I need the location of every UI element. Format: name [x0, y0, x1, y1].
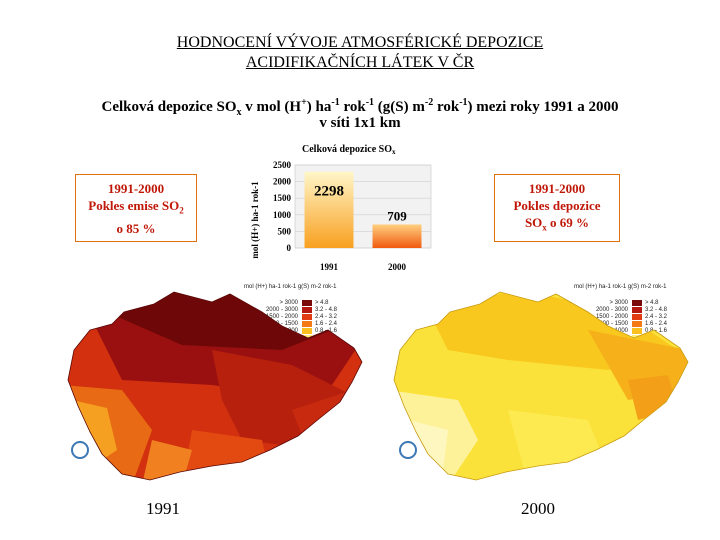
legend-swatch [302, 314, 312, 320]
legend-row: 1000 - 1500 1.6 - 2.4 [240, 321, 360, 328]
value-label: 2298 [314, 184, 344, 200]
legend-row: 1000 - 1500 1.6 - 2.4 [570, 321, 690, 328]
legend-range-mol: > 3000 [279, 300, 298, 306]
legend-swatch [302, 307, 312, 313]
legend-swatch [302, 328, 312, 334]
x-tick-label: 2000 [388, 262, 407, 272]
legend-range-mol: 1000 - 1500 [595, 321, 628, 327]
value-labels: 2298 709 [314, 184, 407, 224]
legend-range-mol: 1500 - 2000 [595, 314, 628, 320]
legend-range-mol: > 3000 [609, 300, 628, 306]
legend-row: 2000 - 3000 3.2 - 4.8 [240, 307, 360, 314]
x-tick-label: 1991 [320, 262, 339, 272]
legend-row: 2000 - 3000 3.2 - 4.8 [570, 307, 690, 314]
bar-1991 [304, 171, 354, 248]
legend-range-gs: > 4.8 [315, 300, 329, 306]
legend-range-gs: 2.4 - 3.2 [645, 314, 668, 320]
y-tick-label: 1000 [273, 210, 292, 220]
legend-range-mol: 1000 - 1500 [265, 321, 298, 327]
map-2000 [393, 291, 689, 481]
chart-ylabel: mol (H+) ha-1 rok-1 [250, 181, 260, 259]
callout-emission-decrease: 1991-2000 Pokles emise SO2 o 85 % [75, 174, 197, 242]
y-tick-label: 0 [287, 243, 292, 253]
y-tick-labels: 0 500 1000 1500 2000 2500 [273, 160, 292, 253]
legend-row: > 3000 > 4.8 [570, 300, 690, 307]
legend-swatch [632, 321, 642, 327]
legend-swatch [632, 300, 642, 306]
legend-range-gs: 2.4 - 3.2 [315, 314, 338, 320]
legend-range-gs: 1.6 - 2.4 [645, 321, 668, 327]
legend-range-mol: 1500 - 2000 [265, 314, 298, 320]
legend-range-mol: 2000 - 3000 [265, 307, 298, 313]
map-year-1991: 1991 [146, 499, 180, 518]
page-title: HODNOCENÍ VÝVOJE ATMOSFÉRICKÉ DEPOZICE [176, 34, 544, 51]
legend-header: mol (H+) ha-1 rok-1 g(S) m-2 rok-1 [574, 284, 667, 290]
legend-header: mol (H+) ha-1 rok-1 g(S) m-2 rok-1 [244, 284, 337, 290]
legend-range-gs: 3.2 - 4.8 [645, 307, 668, 313]
bar-2000 [372, 224, 422, 248]
legend-row: 1500 - 2000 2.4 - 3.2 [240, 314, 360, 321]
chart-title: Celková depozice SOx [302, 144, 396, 156]
y-tick-label: 500 [278, 226, 292, 236]
institution-logo-icon [399, 441, 417, 459]
institution-logo-icon [71, 441, 89, 459]
callout-deposition-decrease: 1991-2000 Pokles depozice SOx o 69 % [494, 174, 620, 242]
legend-row: 1500 - 2000 2.4 - 3.2 [570, 314, 690, 321]
legend-swatch [632, 307, 642, 313]
legend-swatch [632, 314, 642, 320]
deposition-bar-chart: Celková depozice SOx mol (H+) ha-1 rok-1… [250, 144, 432, 272]
legend-swatch [632, 328, 642, 334]
subtitle: Celková depozice SOx v mol (H+) ha-1 rok… [101, 97, 619, 118]
legend-swatch [302, 300, 312, 306]
legend-range-gs: 1.6 - 2.4 [315, 321, 338, 327]
legend-range-gs: > 4.8 [645, 300, 659, 306]
value-label: 709 [387, 208, 407, 223]
map-1991 [67, 291, 363, 481]
y-tick-label: 2000 [273, 177, 292, 187]
bars [304, 171, 422, 248]
map-year-2000: 2000 [521, 499, 555, 518]
y-tick-label: 1500 [273, 193, 292, 203]
legend-range-mol: 2000 - 3000 [595, 307, 628, 313]
subtitle-line2: v síti 1x1 km [319, 115, 401, 131]
legend-swatch [302, 321, 312, 327]
legend-range-gs: 3.2 - 4.8 [315, 307, 338, 313]
page-title-line2: ACIDIFIKAČNÍCH LÁTEK V ČR [245, 54, 475, 71]
x-tick-labels: 1991 2000 [320, 262, 407, 272]
legend-row: > 3000 > 4.8 [240, 300, 360, 307]
y-tick-label: 2500 [273, 160, 292, 170]
